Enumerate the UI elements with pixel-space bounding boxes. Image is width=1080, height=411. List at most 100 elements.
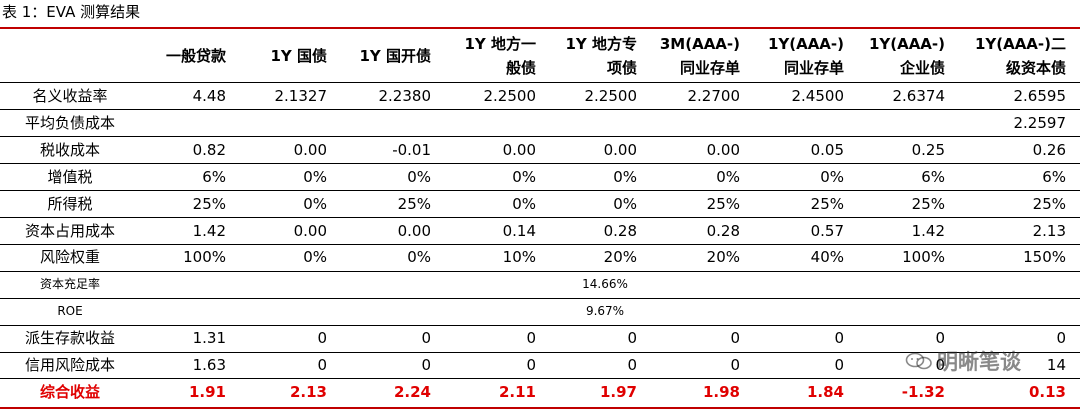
merged-value: 14.66% — [582, 277, 628, 292]
row-label: 增值税 — [47, 167, 93, 186]
table-cell: 0% — [512, 194, 536, 213]
table-cell: 0 — [421, 356, 431, 374]
table-cell: 0.57 — [810, 221, 844, 240]
table-cell: 25% — [1032, 194, 1066, 213]
table-cell: 6% — [202, 167, 226, 186]
table-cell: 100% — [902, 248, 945, 267]
row-label: 名义收益率 — [32, 87, 108, 105]
table-cell: 2.2700 — [687, 87, 741, 105]
table-cell: 1.84 — [806, 382, 844, 401]
row-divider — [0, 378, 1080, 380]
row-divider — [0, 243, 1080, 245]
table-cell: 100% — [183, 248, 226, 267]
table-cell: 20% — [706, 248, 740, 267]
table-cell: 0% — [303, 248, 327, 267]
column-header-4: 1Y 地方一般债 — [464, 30, 536, 82]
table-cell: 0.28 — [603, 221, 637, 240]
watermark-text: 明晰笔谈 — [937, 350, 1021, 374]
table-cell: 150% — [1023, 248, 1066, 267]
table-row: 派生存款收益 1.31 0 0 0 0 0 0 0 0 — [0, 325, 1080, 351]
table-cell: 0.26 — [1032, 140, 1066, 159]
column-header-line: 1Y(AAA-)二 — [974, 35, 1066, 53]
column-header-line: 1Y 地方一 — [464, 35, 536, 53]
column-header-line: 般债 — [505, 59, 536, 77]
table-cell: 2.11 — [498, 382, 536, 401]
table-cell: 0% — [512, 167, 536, 186]
row-label: 平均负债成本 — [24, 113, 115, 132]
table-cell: 0 — [730, 329, 740, 348]
row-label: 资本充足率 — [39, 277, 100, 292]
table-row: 增值税 6% 0% 0% 0% 0% 0% 0% 6% 6% — [0, 164, 1080, 190]
table-cell: 0 — [627, 329, 637, 348]
table-cell: 0.00 — [502, 140, 536, 159]
table-cell: 2.2500 — [584, 87, 638, 105]
table-row: 税收成本 0.82 0.00 -0.01 0.00 0.00 0.00 0.05 0.25 0.2… — [0, 137, 1080, 163]
row-divider — [0, 190, 1080, 192]
row-label: 资本占用成本 — [24, 221, 115, 240]
table-row: 综合收益 1.91 2.13 2.24 2.11 1.97 1.98 1.84 -1.32 0.1… — [0, 379, 1080, 405]
table-cell: 1.63 — [192, 356, 226, 374]
table-cell: 0% — [613, 167, 637, 186]
table-cell: 0.28 — [706, 221, 740, 240]
table-cell: 25% — [397, 194, 431, 213]
row-label: 派生存款收益 — [24, 329, 115, 348]
table-row: 风险权重 100% 0% 0% 10% 20% 20% 40% 100% 150% — [0, 244, 1080, 270]
row-divider — [0, 217, 1080, 218]
table-cell: 0.05 — [810, 140, 844, 159]
column-header-line: 1Y 国债 — [270, 47, 327, 65]
wechat-icon — [905, 352, 932, 370]
header-divider — [0, 82, 1080, 83]
bottom-rule — [0, 407, 1080, 409]
table-cell: 1.98 — [702, 382, 740, 401]
column-header-1: 一般贷款 — [166, 30, 226, 82]
table-row: 信用风险成本 1.63 0 0 0 0 0 0 0 14 — [0, 352, 1080, 378]
column-header-5: 1Y 地方专项债 — [565, 30, 637, 82]
table-caption: 表 1：EVA 测算结果 — [2, 3, 141, 21]
row-divider — [0, 136, 1080, 138]
table-cell: 0.00 — [293, 221, 327, 240]
table-cell: -0.01 — [392, 140, 431, 159]
table-cell: 0 — [1056, 329, 1066, 348]
table-cell: 25% — [192, 194, 226, 213]
table-cell: 1.97 — [599, 382, 637, 401]
table-cell: 0% — [613, 194, 637, 213]
row-divider — [0, 324, 1080, 326]
table-cell: 0.13 — [1028, 382, 1066, 401]
table-cell: 40% — [810, 248, 844, 267]
table-cell: 2.6595 — [1013, 87, 1067, 105]
table-cell: 0% — [716, 167, 740, 186]
table-cell: 0% — [303, 194, 327, 213]
column-header-line: 1Y 地方专 — [565, 35, 637, 53]
table-cell: 2.13 — [1032, 221, 1066, 240]
column-header-line: 1Y(AAA-) — [767, 35, 844, 53]
table-cell: 25% — [911, 194, 945, 213]
column-header-line: 项债 — [606, 59, 637, 77]
table-cell: 2.24 — [393, 382, 431, 401]
table-cell: 1.42 — [911, 221, 945, 240]
table-cell: 2.1327 — [274, 87, 328, 105]
table-cell: 0 — [627, 356, 637, 374]
table-cell: 14 — [1046, 356, 1066, 374]
row-label: ROE — [57, 304, 83, 319]
row-divider — [0, 109, 1080, 111]
table-cell: 0% — [820, 167, 844, 186]
table-cell: 0.00 — [706, 140, 740, 159]
column-header-line: 一般贷款 — [165, 47, 226, 65]
table-cell: 2.2500 — [483, 87, 537, 105]
table-cell: 25% — [706, 194, 740, 213]
table-cell: 0.25 — [911, 140, 945, 159]
table-cell: 0.14 — [502, 221, 536, 240]
column-header-line: 同业存单 — [679, 59, 740, 77]
row-divider — [0, 270, 1080, 272]
column-header-6: 3M(AAA-) 同业存单 — [660, 30, 740, 82]
column-header-line: 1Y(AAA-) — [868, 35, 945, 53]
table-cell: 20% — [603, 248, 637, 267]
table-row: ROE 9.67% — [0, 298, 1080, 324]
row-label: 综合收益 — [39, 382, 100, 401]
table-cell: 2.13 — [289, 382, 327, 401]
column-header-line: 同业存单 — [783, 59, 844, 77]
watermark: 明晰笔谈 — [905, 346, 1021, 376]
table-cell: 0 — [935, 356, 945, 374]
table-cell: 0 — [317, 356, 327, 374]
table-cell: 0% — [303, 167, 327, 186]
